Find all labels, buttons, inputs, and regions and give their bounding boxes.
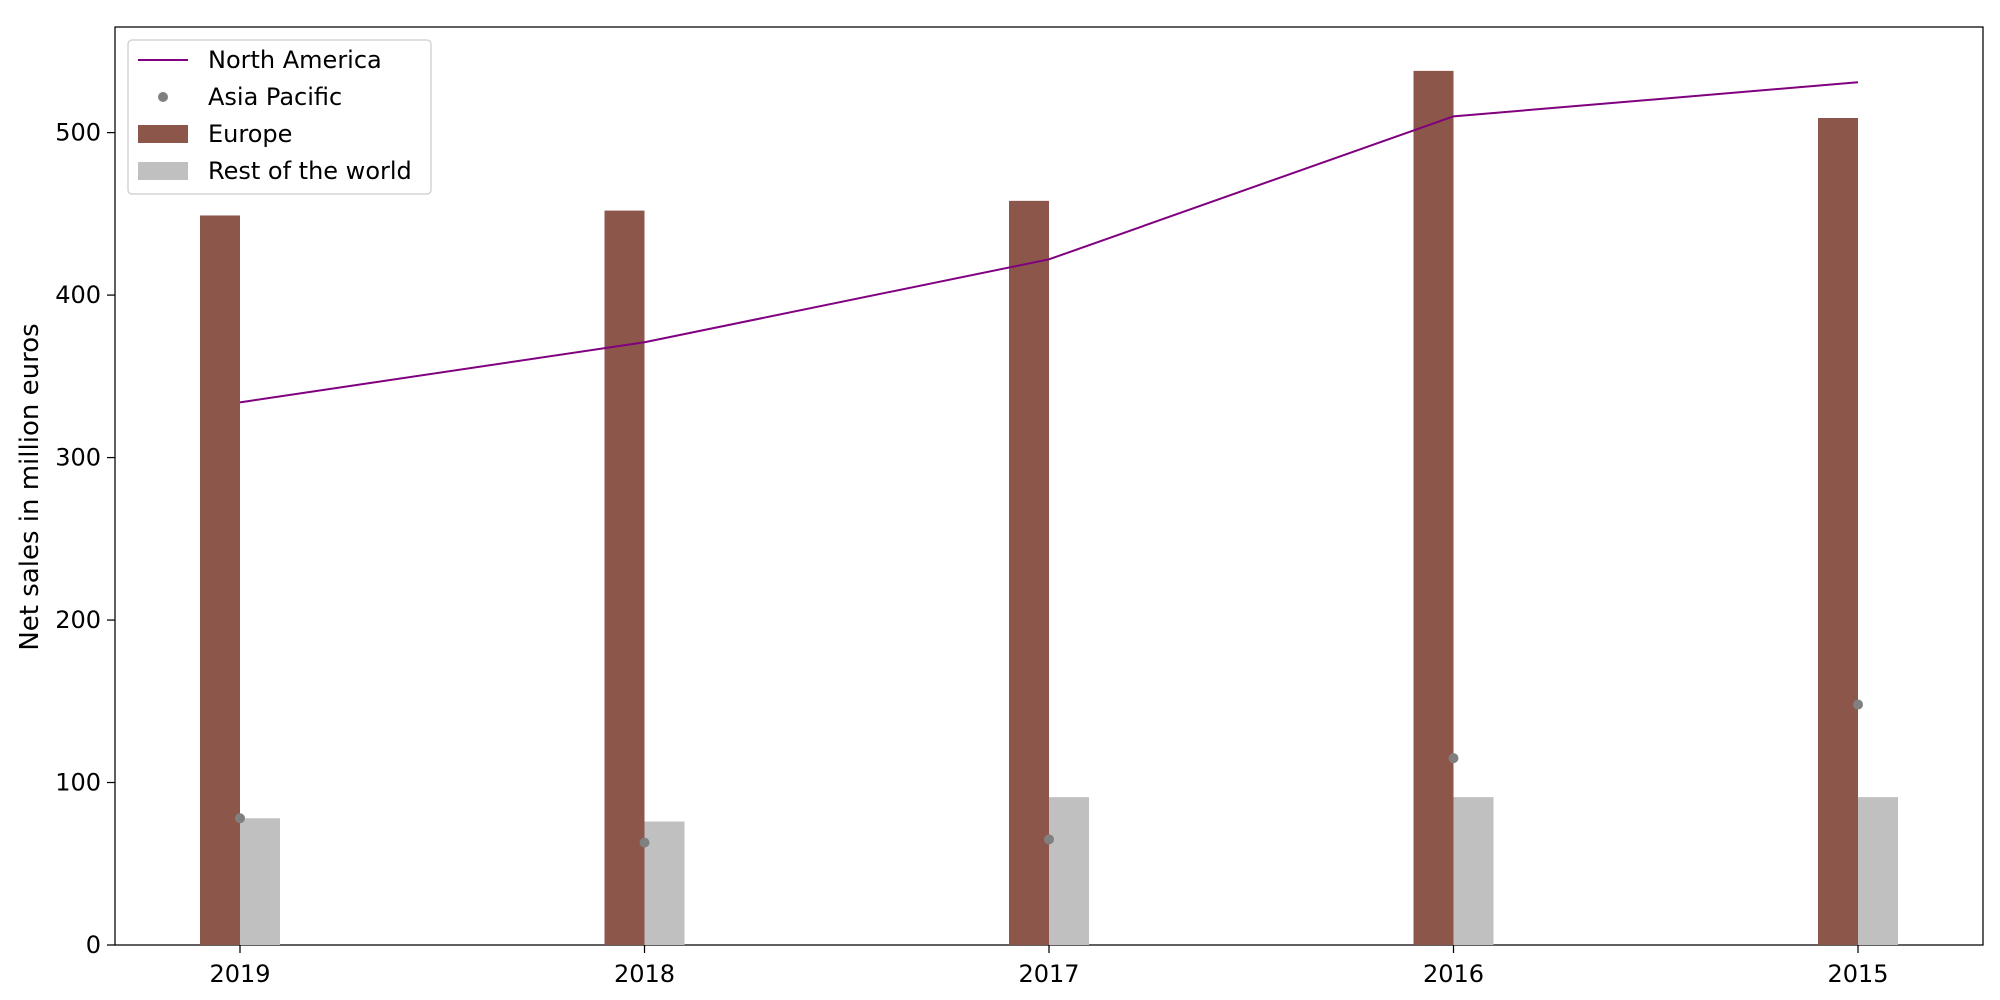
point-asia-pacific-2018 [639,837,650,848]
y-tick-label-500: 500 [55,119,101,147]
line-layer [239,81,1859,404]
y-axis-label: Net sales in million euros [15,323,45,650]
bar-rest-of-the-world-2015 [1858,797,1898,945]
bar-europe-2019 [200,215,240,945]
point-asia-pacific-2015 [1853,699,1863,710]
bar-rest-of-the-world-2019 [240,818,280,945]
point-asia-pacific-2019 [235,813,245,824]
y-tick-label-200: 200 [55,606,101,634]
legend: North America Asia Pacific Europe Rest of t… [127,39,432,195]
x-tick-label-2017: 2017 [1018,960,1079,988]
legend-label-asia-pacific: Asia Pacific [208,83,342,111]
point-asia-pacific-2017 [1044,834,1054,845]
x-tick-label-2016: 2016 [1423,960,1484,988]
point-asia-pacific-2016 [1448,753,1459,764]
bar-rest-of-the-world-2017 [1049,797,1089,945]
legend-label-europe: Europe [208,120,292,148]
bar-rest-of-the-world-2016 [1453,797,1494,945]
legend-label-rest-of-the-world: Rest of the world [208,157,412,185]
y-tick-label-0: 0 [86,931,101,959]
bar-rest-of-the-world-2018 [644,821,685,945]
bar-europe-2015 [1818,117,1858,945]
legend-box [127,39,432,195]
scatter-layer [235,699,1863,848]
bar-europe-2016 [1413,70,1454,946]
legend-swatch-europe [138,125,188,143]
x-tick-label-2015: 2015 [1827,960,1888,988]
y-tick-label-400: 400 [55,281,101,309]
y-tick-label-100: 100 [55,769,101,797]
x-axis: 2019 2018 2017 2016 2015 [209,945,1889,988]
y-tick-label-300: 300 [55,444,101,472]
x-tick-label-2018: 2018 [614,960,675,988]
legend-swatch-rest-of-the-world [138,162,188,180]
bar-europe-2018 [604,210,645,946]
plot-area [114,26,1984,946]
y-axis: 0 100 200 300 400 500 [55,119,115,959]
x-tick-label-2019: 2019 [209,960,270,988]
bar-europe-2017 [1009,200,1049,946]
legend-label-north-america: North America [208,46,382,74]
legend-swatch-asia-pacific [158,92,168,102]
bar-layer [200,70,1898,946]
line-north-america [239,81,1859,404]
